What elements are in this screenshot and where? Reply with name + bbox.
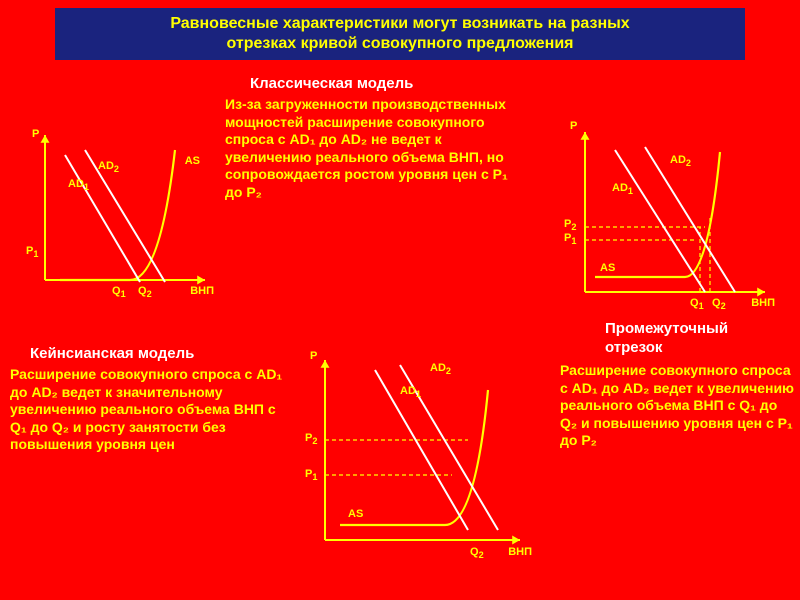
chart3-ad2-label: AD2 xyxy=(430,362,451,376)
chart2-ad2-label: AD2 xyxy=(670,154,691,168)
chart2-q1-label: Q1 xyxy=(690,297,704,311)
chart3-svg xyxy=(300,350,530,570)
chart-keynesian: P ВНП AS AD1 AD2 P1 Q1 Q2 xyxy=(20,130,210,305)
chart3-p1-label: P1 xyxy=(305,468,317,482)
chart3-p-axis: P xyxy=(310,350,317,362)
chart1-ad2-label: AD2 xyxy=(98,160,119,174)
keynesian-body-text: Расширение совокупного спроса с AD₁ до A… xyxy=(10,366,282,452)
intermediate-body: Расширение совокупного спроса с AD₁ до A… xyxy=(560,362,795,450)
chart1-q1-label: Q1 xyxy=(112,285,126,299)
chart1-svg xyxy=(20,130,210,305)
classical-title: Классическая модель xyxy=(250,75,520,94)
chart3-p2-label: P2 xyxy=(305,432,317,446)
chart1-q2-label: Q2 xyxy=(138,285,152,299)
keynesian-title: Кейнсианская модель xyxy=(30,345,250,364)
chart1-p1-label: P1 xyxy=(26,245,38,259)
chart2-p-axis: P xyxy=(570,120,577,132)
chart-classical: P ВНП AS AD1 AD2 P2 P1 Q1 Q2 xyxy=(560,122,770,317)
header-line1: Равновесные характеристики могут возника… xyxy=(170,15,629,32)
chart1-as-label: AS xyxy=(185,155,200,167)
chart2-svg xyxy=(560,122,770,317)
header-line2: отрезках кривой совокупного предложения xyxy=(226,35,573,52)
classical-title-text: Классическая модель xyxy=(250,75,413,92)
chart2-x-axis: ВНП xyxy=(751,297,775,309)
chart2-p1-label: P1 xyxy=(564,232,576,246)
intermediate-title-text: Промежуточный отрезок xyxy=(605,320,728,356)
classical-body: Из-за загруженности производственных мощ… xyxy=(225,96,515,201)
slide-header: Равновесные характеристики могут возника… xyxy=(55,8,745,60)
chart3-as-label: AS xyxy=(348,508,363,520)
slide-canvas: Равновесные характеристики могут возника… xyxy=(0,0,800,600)
chart3-q2-label: Q2 xyxy=(470,546,484,560)
chart-intermediate: P ВНП AS AD1 AD2 P2 P1 Q2 xyxy=(300,350,530,570)
keynesian-title-text: Кейнсианская модель xyxy=(30,345,194,362)
keynesian-body: Расширение совокупного спроса с AD₁ до A… xyxy=(10,366,290,454)
chart2-q2-label: Q2 xyxy=(712,297,726,311)
chart1-x-axis: ВНП xyxy=(190,285,214,297)
chart2-as-label: AS xyxy=(600,262,615,274)
chart1-p-axis: P xyxy=(32,128,39,140)
classical-body-text: Из-за загруженности производственных мощ… xyxy=(225,96,508,200)
intermediate-body-text: Расширение совокупного спроса с AD₁ до A… xyxy=(560,362,794,448)
chart1-ad1-label: AD1 xyxy=(68,178,89,192)
chart3-x-axis: ВНП xyxy=(508,546,532,558)
chart2-p2-label: P2 xyxy=(564,218,576,232)
chart3-ad1-label: AD1 xyxy=(400,385,421,399)
chart2-ad1-label: AD1 xyxy=(612,182,633,196)
intermediate-title: Промежуточный отрезок xyxy=(605,320,775,358)
